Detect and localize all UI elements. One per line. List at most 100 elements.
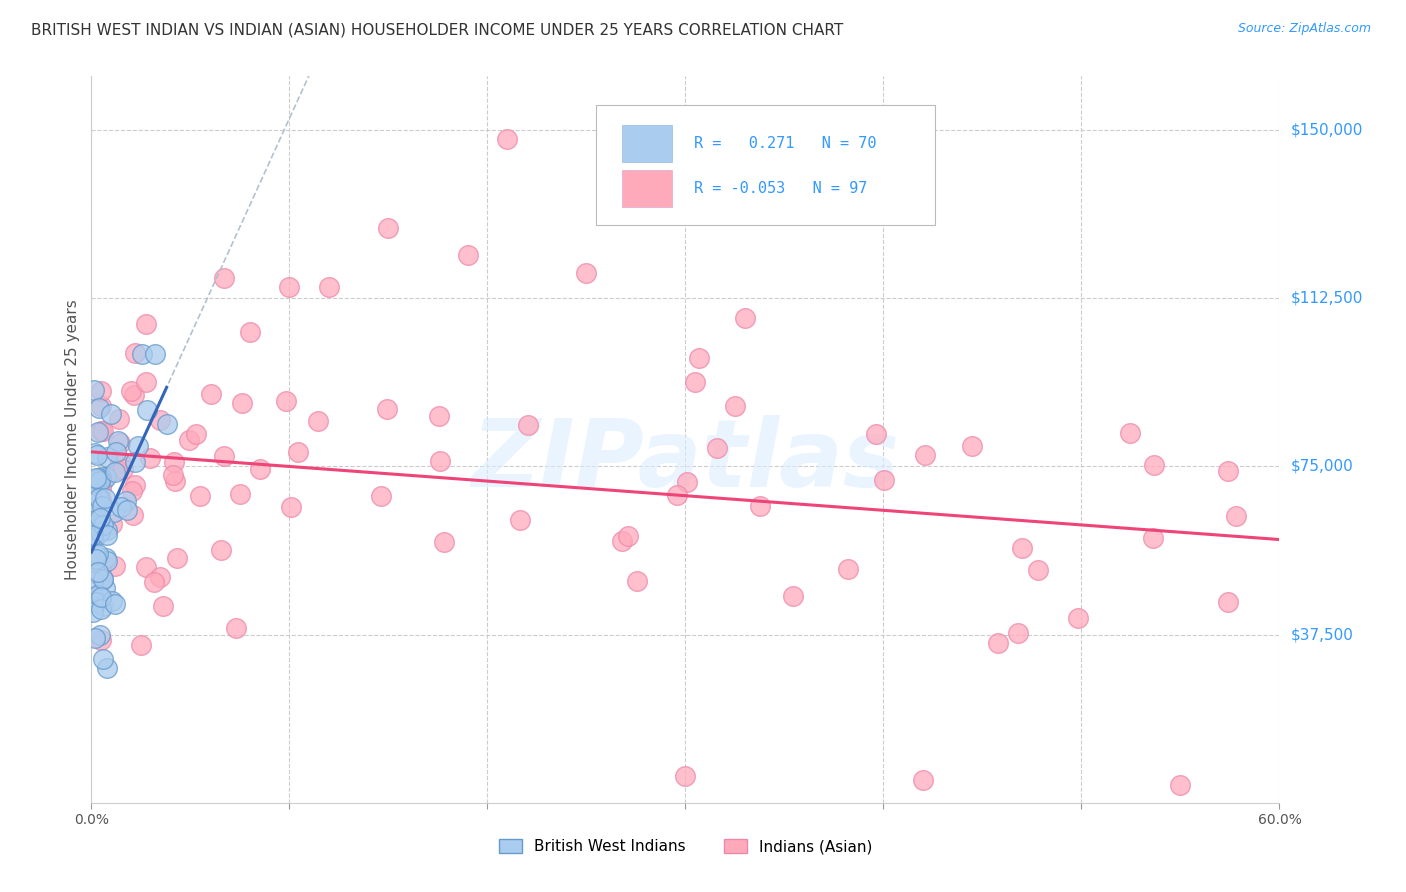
Legend: British West Indians, Indians (Asian): British West Indians, Indians (Asian) — [492, 833, 879, 861]
Point — [108, 435, 131, 450]
Point — [100, 408, 122, 422]
Point — [186, 427, 208, 442]
Point — [287, 445, 309, 459]
Point — [87, 547, 110, 561]
Point — [865, 426, 887, 441]
Point — [93, 652, 115, 666]
Point — [100, 517, 122, 532]
Point — [122, 387, 145, 401]
Point — [91, 425, 114, 439]
Point — [84, 446, 107, 460]
Point — [149, 570, 172, 584]
Point — [177, 433, 200, 447]
Point — [134, 560, 156, 574]
Point — [239, 325, 262, 339]
Point — [86, 552, 108, 566]
Point — [748, 499, 770, 513]
Point — [90, 424, 112, 438]
Point — [911, 773, 934, 788]
Point — [617, 528, 640, 542]
Point — [496, 131, 519, 145]
Point — [104, 558, 127, 573]
Point — [914, 448, 936, 462]
Point — [1143, 458, 1166, 472]
Point — [516, 418, 538, 433]
Point — [225, 621, 247, 635]
Point — [121, 484, 143, 499]
Point — [89, 401, 111, 415]
Point — [91, 474, 114, 488]
Point — [87, 519, 110, 533]
Point — [987, 636, 1010, 650]
Point — [156, 417, 179, 431]
Point — [1216, 464, 1239, 478]
Point — [90, 559, 112, 574]
Text: BRITISH WEST INDIAN VS INDIAN (ASIAN) HOUSEHOLDER INCOME UNDER 25 YEARS CORRELAT: BRITISH WEST INDIAN VS INDIAN (ASIAN) HO… — [31, 22, 844, 37]
Point — [86, 529, 108, 543]
Point — [84, 471, 107, 485]
Point — [131, 638, 153, 652]
Text: $75,000: $75,000 — [1291, 458, 1354, 474]
Text: Source: ZipAtlas.com: Source: ZipAtlas.com — [1237, 22, 1371, 36]
Point — [91, 517, 114, 532]
Point — [139, 450, 162, 465]
Point — [276, 394, 298, 409]
Point — [96, 550, 118, 565]
Point — [1142, 531, 1164, 545]
Point — [665, 488, 688, 502]
Text: R = -0.053   N = 97: R = -0.053 N = 97 — [693, 181, 868, 196]
Point — [90, 470, 112, 484]
Y-axis label: Householder Income Under 25 years: Householder Income Under 25 years — [65, 299, 80, 580]
Point — [377, 221, 399, 235]
Point — [91, 572, 114, 586]
Point — [89, 511, 111, 525]
Point — [124, 455, 146, 469]
Point — [90, 400, 112, 414]
Point — [724, 400, 747, 414]
Point — [96, 524, 118, 538]
Point — [115, 502, 138, 516]
Point — [105, 445, 128, 459]
Point — [83, 590, 105, 604]
Point — [90, 570, 112, 584]
Point — [960, 439, 983, 453]
Point — [162, 467, 184, 482]
Point — [87, 489, 110, 503]
Point — [457, 248, 479, 262]
Point — [209, 543, 232, 558]
Point — [231, 395, 253, 409]
Point — [229, 487, 252, 501]
Point — [83, 383, 105, 397]
Point — [873, 473, 896, 487]
Point — [84, 513, 107, 527]
Point — [87, 587, 110, 601]
Point — [509, 513, 531, 527]
Point — [86, 506, 108, 520]
Point — [107, 434, 129, 448]
Point — [90, 590, 112, 604]
Point — [103, 505, 125, 519]
Point — [114, 494, 136, 508]
Point — [104, 597, 127, 611]
Point — [212, 450, 235, 464]
Point — [89, 525, 111, 540]
Point — [90, 384, 112, 398]
Point — [427, 409, 450, 423]
Point — [124, 477, 146, 491]
Point — [278, 279, 301, 293]
Point — [683, 375, 706, 389]
Point — [107, 412, 129, 426]
Point — [86, 490, 108, 504]
Point — [94, 470, 117, 484]
Point — [163, 455, 186, 469]
Point — [1170, 778, 1192, 792]
Point — [87, 471, 110, 485]
Point — [90, 492, 112, 507]
Point — [82, 528, 104, 542]
Point — [87, 425, 110, 439]
FancyBboxPatch shape — [596, 105, 935, 225]
Point — [89, 491, 111, 505]
Point — [135, 376, 157, 390]
Point — [84, 566, 107, 580]
Point — [89, 628, 111, 642]
